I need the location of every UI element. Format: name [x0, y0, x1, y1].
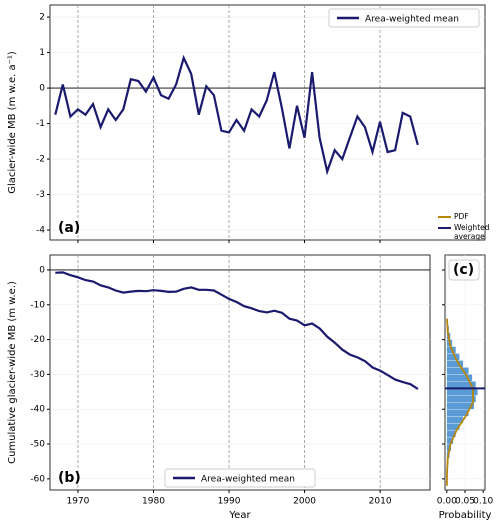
x-tick-label: 0.05	[455, 497, 475, 507]
y-axis-label: Glacier-wide MB (m w.e. a⁻¹)	[7, 51, 18, 194]
y-tick-label: -2	[36, 155, 45, 165]
x-tick-label: 0.00	[437, 497, 457, 507]
y-tick-label: -1	[36, 119, 45, 129]
x-tick-label: 1970	[66, 497, 89, 507]
plot-area	[49, 4, 486, 241]
plot-area	[49, 254, 431, 491]
y-tick-label: 2	[39, 13, 45, 23]
panel-label: (b)	[58, 470, 81, 486]
panel-label: (c)	[453, 262, 474, 278]
legend-label: Area-weighted mean	[365, 15, 459, 25]
line	[54, 54, 419, 176]
histogram-bar	[446, 395, 477, 403]
legend-entry: Weighted average	[438, 223, 494, 241]
legend: PDF Weighted average	[438, 212, 494, 243]
y-tick-label: -4	[36, 226, 45, 236]
y-tick-label: -60	[30, 474, 45, 484]
pdf-line	[446, 318, 474, 486]
panel-label: (a)	[58, 220, 80, 236]
y-tick-label: -50	[30, 440, 45, 450]
legend-swatch	[438, 216, 451, 218]
y-axis-label: Cumulative glacier-wide MB (m w.e.)	[7, 281, 18, 464]
y-tick-label: -30	[30, 370, 45, 380]
y-tick-label: -20	[30, 335, 45, 345]
x-tick-label: 1990	[218, 497, 241, 507]
y-tick-label: 0	[39, 84, 45, 94]
y-tick-label: 1	[39, 48, 45, 58]
legend-entry: PDF	[438, 212, 494, 221]
y-tick-label: -10	[30, 300, 45, 310]
y-tick-label: -40	[30, 405, 45, 415]
x-tick-label: 0.10	[473, 497, 493, 507]
legend-label: PDF	[454, 212, 469, 221]
legend-box	[164, 468, 316, 488]
legend-label: Weighted average	[454, 223, 490, 241]
legend-label: Area-weighted mean	[201, 475, 295, 485]
legend-swatch	[438, 227, 451, 229]
x-tick-label: 2000	[293, 497, 316, 507]
legend-box	[328, 8, 480, 28]
x-tick-label: 1980	[142, 497, 165, 507]
histogram-bar	[446, 416, 464, 424]
x-axis-label: Probability	[439, 510, 492, 521]
y-tick-label: -3	[36, 190, 45, 200]
line	[55, 271, 419, 390]
x-axis-label: Year	[228, 510, 251, 521]
x-tick-label: 2010	[369, 497, 392, 507]
panel-label-box	[448, 259, 480, 281]
y-tick-label: 0	[39, 265, 45, 275]
